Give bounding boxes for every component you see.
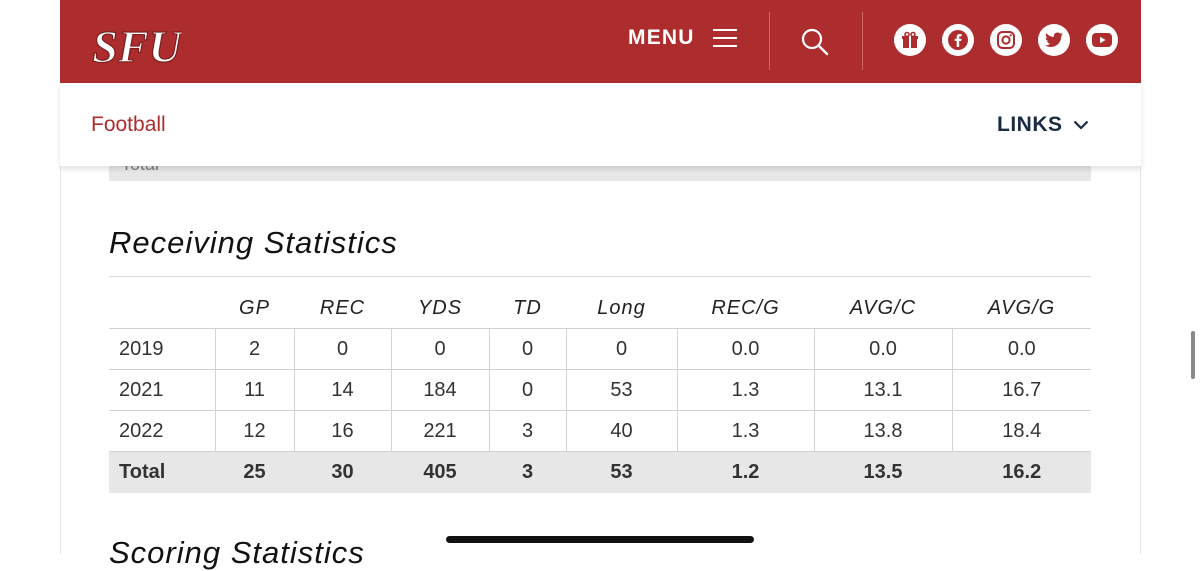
table-cell: 13.8 [813,410,953,452]
youtube-icon[interactable] [1086,24,1118,56]
sport-link-football[interactable]: Football [91,113,166,136]
column-header-avg-per-game[interactable]: AVG/G [987,297,1056,319]
table-cell: 0.0 [951,328,1091,370]
table-cell: 0 [565,328,678,370]
table-total-row: Total 25 30 405 3 53 1.2 13.5 16.2 [109,451,1091,493]
column-header-td[interactable]: TD [513,297,542,319]
table-cell: 16 [293,410,392,452]
table-cell: 0 [488,328,567,370]
header-divider [862,12,863,70]
column-header-rec-per-game[interactable]: REC/G [711,297,780,319]
table-cell: 2022 [109,410,216,452]
header-divider [769,12,770,70]
table-cell: 0.0 [813,328,953,370]
hamburger-icon [712,27,737,49]
table-cell: 1.2 [676,451,815,493]
table-cell: 11 [214,369,295,411]
table-cell: 3 [488,410,567,452]
table-cell: 0 [390,328,490,370]
table-cell: 3 [488,451,567,493]
table-cell: 53 [565,369,678,411]
home-indicator[interactable] [446,536,754,543]
table-cell: 405 [390,451,490,493]
table-cell: 0 [488,369,567,411]
section-divider [109,276,1091,277]
chevron-down-icon [1073,120,1088,130]
links-label: LINKS [997,113,1063,136]
table-cell: 0.0 [676,328,815,370]
table-row: 2019 2 0 0 0 0 0.0 0.0 0.0 [109,328,1091,370]
instagram-icon[interactable] [990,24,1022,56]
table-cell: 2 [214,328,295,370]
column-header-gp[interactable]: GP [239,297,270,319]
twitter-icon[interactable] [1038,24,1070,56]
table-cell: Total [109,451,216,493]
links-dropdown-button[interactable]: LINKS [997,113,1089,137]
table-cell: 25 [214,451,295,493]
table-cell: 12 [214,410,295,452]
table-cell: 0 [293,328,392,370]
column-header-long[interactable]: Long [597,297,646,319]
table-cell: 14 [293,369,392,411]
menu-button[interactable]: MENU [628,26,737,50]
table-cell: 2019 [109,328,216,370]
table-cell: 40 [565,410,678,452]
svg-text:SFU: SFU [92,21,182,70]
section-title-scoring: Scoring Statistics [109,535,365,570]
table-cell: 1.3 [676,369,815,411]
column-header-yds[interactable]: YDS [417,297,463,319]
table-cell: 16.2 [951,451,1091,493]
section-title-receiving: Receiving Statistics [109,225,398,260]
table-cell: 221 [390,410,490,452]
receiving-stats-table: GP REC YDS TD Long REC/G AVG/C AVG/G 201… [109,289,1091,493]
table-row: 2022 12 16 221 3 40 1.3 13.8 18.4 [109,410,1091,452]
table-cell: 53 [565,451,678,493]
table-cell: 184 [390,369,490,411]
table-cell: 16.7 [951,369,1091,411]
column-header-avg-per-catch[interactable]: AVG/C [849,297,917,319]
table-cell: 1.3 [676,410,815,452]
table-cell: 13.1 [813,369,953,411]
left-gutter [0,0,60,554]
facebook-icon[interactable] [942,24,974,56]
table-header-row: GP REC YDS TD Long REC/G AVG/C AVG/G [109,289,1091,329]
table-cell: 13.5 [813,451,953,493]
scrollbar-thumb[interactable] [1191,331,1195,379]
site-header: SFU MENU [60,0,1141,83]
menu-label: MENU [628,26,695,49]
gift-icon[interactable] [894,24,926,56]
column-header [109,289,215,329]
table-cell: 30 [293,451,392,493]
table-cell: 18.4 [951,410,1091,452]
sfu-logo[interactable]: SFU [92,18,182,70]
column-header-rec[interactable]: REC [319,297,366,319]
social-links [894,24,1118,56]
sub-navigation: Football LINKS [60,83,1141,166]
search-icon[interactable] [800,27,830,57]
table-row: 2021 11 14 184 0 53 1.3 13.1 16.7 [109,369,1091,411]
table-cell: 2021 [109,369,216,411]
